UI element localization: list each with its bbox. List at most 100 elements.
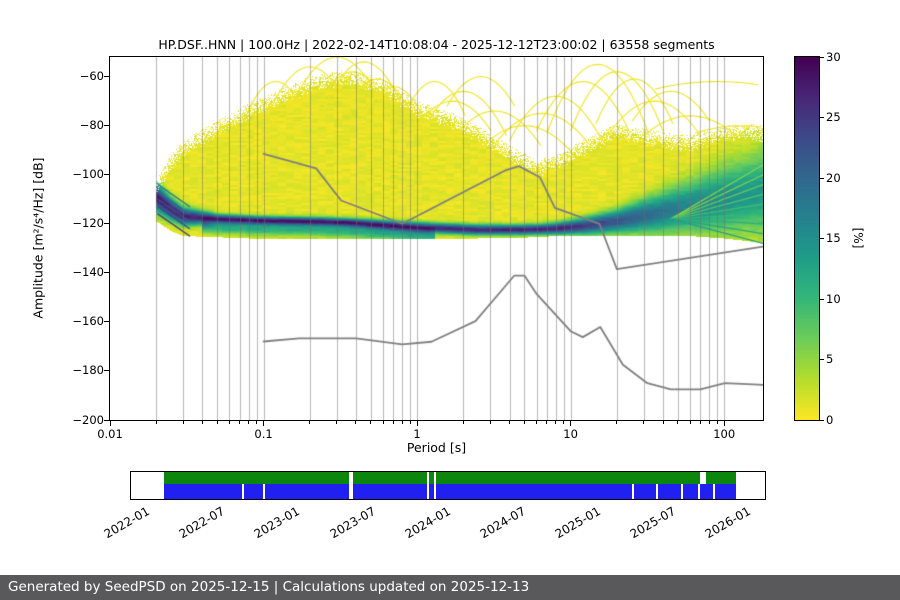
y-tick-label: −160 [72,314,104,329]
timeline-date-label: 2023-01 [251,504,303,542]
availability-gap [631,484,634,499]
availability-gap [680,484,683,499]
x-minor-tick-mark [699,421,701,424]
y-tick-label: −60 [79,69,104,84]
timeline-date-label: 2026-01 [702,504,754,542]
y-tick-label: −80 [79,118,104,133]
x-major-tick-mark [263,421,265,426]
colorbar-tick-label: 0 [826,412,834,427]
availability-gap [434,472,436,499]
x-minor-tick-mark [523,421,525,424]
availability-gap [241,484,244,499]
y-tick-mark [104,223,110,225]
x-minor-tick-mark [509,421,511,424]
x-minor-tick-mark [239,421,241,424]
x-minor-tick-mark [643,421,645,424]
x-minor-tick-mark [182,421,184,424]
colorbar-tick-label: 5 [826,352,834,366]
availability-gap [697,484,700,499]
availability-gap [700,472,707,485]
y-tick-label: −140 [72,265,104,280]
x-minor-tick-mark [216,421,218,424]
colorbar-tick-label: 25 [826,110,841,124]
x-minor-tick-mark [248,421,250,424]
colorbar-tick-mark [820,298,824,300]
x-minor-tick-mark [555,421,557,424]
y-tick-label: −200 [72,412,104,427]
y-tick-mark [104,125,110,127]
x-minor-tick-mark [716,421,718,424]
y-tick-mark [104,370,110,372]
availability-gap [427,472,429,499]
y-tick-mark [104,272,110,274]
y-tick-mark [104,321,110,323]
timeline-date-label: 2025-01 [552,504,604,542]
x-axis-label: Period [s] [406,440,467,455]
x-minor-tick-mark [563,421,565,424]
x-tick-label: 1 [413,427,421,441]
status-text: Generated by SeedPSD on 2025-12-15 | Cal… [8,579,530,595]
colorbar-tick-mark [820,177,824,179]
x-minor-tick-mark [401,421,403,424]
x-minor-tick-mark [309,421,311,424]
timeline-date-label: 2024-07 [477,504,529,542]
x-minor-tick-mark [336,421,338,424]
x-minor-tick-mark [546,421,548,424]
colorbar-tick-mark [820,238,824,239]
colorbar-tick-label: 30 [826,49,841,64]
x-minor-tick-mark [616,421,618,424]
timeline-date-label: 2025-07 [627,504,679,542]
x-minor-tick-mark [228,421,230,424]
colorbar-tick-mark [820,359,824,360]
availability-gap [349,472,354,499]
x-minor-tick-mark [677,421,679,424]
y-tick-label: −120 [72,216,104,231]
x-tick-label: 0.01 [97,427,123,441]
ppsd-plot-area [109,56,764,421]
availability-timeline [130,471,766,500]
colorbar [794,56,820,421]
x-major-tick-mark [723,421,725,426]
colorbar-tick-label: 20 [826,170,841,185]
x-minor-tick-mark [462,421,464,424]
x-minor-tick-mark [256,421,258,424]
status-bar: Generated by SeedPSD on 2025-12-15 | Cal… [0,575,900,600]
colorbar-tick-label: 15 [826,231,841,245]
colorbar-tick-mark [820,56,824,58]
x-major-tick-mark [416,421,418,426]
availability-track-blue [163,484,736,499]
availability-gap [262,484,265,499]
x-minor-tick-mark [536,421,538,424]
x-minor-tick-mark [155,421,157,424]
x-major-tick-mark [109,421,111,426]
colorbar-tick-mark [820,117,824,118]
availability-gap [712,484,715,499]
timeline-date-label: 2023-07 [327,504,379,542]
x-tick-label: 10 [563,427,578,441]
y-tick-mark [104,174,110,176]
x-tick-label: 100 [713,427,736,441]
x-minor-tick-mark [392,421,394,424]
timeline-date-label: 2022-07 [176,504,228,542]
x-major-tick-mark [570,421,572,426]
ppsd-heatmap-canvas [110,57,763,420]
y-tick-mark [104,76,110,78]
x-minor-tick-mark [708,421,710,424]
x-minor-tick-mark [355,421,357,424]
y-axis-label: Amplitude [m²/s⁴/Hz] [dB] [30,157,46,319]
x-minor-tick-mark [382,421,384,424]
y-tick-label: −100 [72,167,104,182]
availability-track-green [163,472,736,485]
colorbar-gradient-canvas [795,57,819,420]
timeline-date-label: 2024-01 [402,504,454,542]
chart-title: HP.DSF..HNN | 100.0Hz | 2022-02-14T10:08… [158,37,715,52]
colorbar-tick-mark [820,419,824,421]
x-minor-tick-mark [409,421,411,424]
timeline-date-label: 2022-01 [101,504,153,542]
x-minor-tick-mark [370,421,372,424]
colorbar-label: [%] [851,227,865,249]
x-minor-tick-mark [201,421,203,424]
y-tick-mark [104,419,110,421]
x-minor-tick-mark [689,421,691,424]
